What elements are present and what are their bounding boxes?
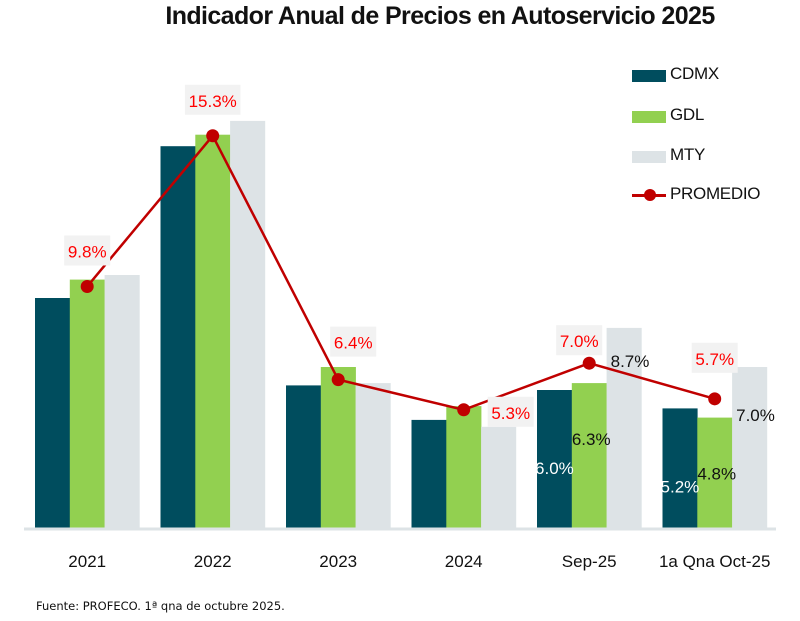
promedio-label-box-4 bbox=[556, 325, 603, 356]
bar-gdl-4 bbox=[571, 383, 607, 528]
x-tick-label-0: 2021 bbox=[68, 552, 106, 571]
legend-label: GDL bbox=[670, 105, 705, 124]
promedio-line bbox=[86, 133, 716, 412]
legend-label: MTY bbox=[670, 145, 705, 164]
legend-swatch-mty bbox=[632, 151, 666, 163]
promedio-data-label-3: 5.3% bbox=[491, 404, 530, 423]
promedio-label-box-2 bbox=[330, 326, 377, 357]
bar-mty-4 bbox=[606, 327, 642, 528]
promedio-label-box-5 bbox=[691, 342, 738, 373]
x-tick-labels: 2021 2022 2023 2024 Sep-25 1a Qna Oct-25 bbox=[68, 552, 770, 571]
promedio-label-box-0 bbox=[64, 235, 111, 266]
legend-marker-promedio bbox=[644, 189, 656, 201]
bar-data-label-cdmx-4: 6.0% bbox=[535, 459, 574, 478]
bar-gdl-3 bbox=[446, 406, 482, 528]
x-tick-label-2: 2023 bbox=[319, 552, 357, 571]
legend-item-promedio[interactable]: PROMEDIO bbox=[632, 184, 800, 208]
promedio-data-label-1: 15.3% bbox=[189, 92, 237, 111]
bar-mty-1 bbox=[230, 120, 266, 529]
promedio-data-label-4: 7.0% bbox=[560, 332, 599, 351]
promedio-data-label-0: 9.8% bbox=[68, 242, 107, 261]
bar-mty-2 bbox=[355, 383, 391, 528]
x-tick-label-1: 2022 bbox=[194, 552, 232, 571]
bar-mty-3 bbox=[481, 426, 517, 528]
bar-cdmx-1 bbox=[160, 146, 196, 528]
legend-swatch-gdl bbox=[632, 111, 666, 123]
bar-data-label-mty-4: 8.7% bbox=[611, 352, 650, 371]
bar-cdmx-0 bbox=[35, 298, 71, 528]
bar-mty-5 bbox=[732, 367, 768, 528]
legend-swatch-cdmx bbox=[632, 70, 666, 82]
bar-data-label-gdl-4: 6.3% bbox=[572, 430, 611, 449]
legend-label: CDMX bbox=[670, 64, 719, 83]
bar-cdmx-2 bbox=[286, 385, 322, 528]
promedio-data-label-5: 5.7% bbox=[695, 350, 734, 369]
bar-data-label-gdl-5: 4.8% bbox=[697, 465, 736, 484]
promedio-point-0 bbox=[80, 279, 94, 293]
promedio-data-label-2: 6.4% bbox=[334, 334, 373, 353]
x-tick-label-4: Sep-25 bbox=[562, 552, 617, 571]
bars-group bbox=[35, 120, 768, 529]
bar-gdl-1 bbox=[195, 134, 231, 528]
promedio-point-4 bbox=[582, 356, 596, 370]
promedio-point-2 bbox=[331, 373, 345, 387]
legend-item-gdl[interactable]: GDL bbox=[632, 105, 800, 129]
promedio-point-5 bbox=[708, 392, 722, 406]
promedio-label-box-1 bbox=[184, 84, 241, 115]
bar-cdmx-3 bbox=[411, 419, 447, 528]
bar-data-label-cdmx-5: 5.2% bbox=[661, 477, 700, 496]
x-tick-label-3: 2024 bbox=[445, 552, 483, 571]
promedio-line-group bbox=[80, 129, 722, 417]
promedio-label-box-3 bbox=[487, 396, 534, 427]
promedio-data-labels: 9.8% 15.3% 6.4% 5.3% 7.0% 5.7% bbox=[64, 84, 738, 427]
bar-mty-0 bbox=[104, 275, 140, 528]
legend-item-mty[interactable]: MTY bbox=[632, 145, 800, 169]
legend-item-cdmx[interactable]: CDMX bbox=[632, 64, 800, 88]
legend-label: PROMEDIO bbox=[670, 184, 761, 203]
promedio-point-1 bbox=[206, 129, 220, 143]
bar-gdl-2 bbox=[320, 367, 356, 528]
source-note: Fuente: PROFECO. 1ª qna de octubre 2025. bbox=[36, 599, 285, 613]
chart-title: Indicador Anual de Precios en Autoservic… bbox=[165, 2, 715, 30]
x-tick-label-5: 1a Qna Oct-25 bbox=[659, 552, 771, 571]
bar-gdl-0 bbox=[69, 279, 105, 528]
bar-data-labels: 6.0% 6.3% 8.7% 5.2%4.8% 7.0% bbox=[535, 352, 775, 497]
promedio-point-3 bbox=[457, 403, 471, 417]
bar-cdmx-4 bbox=[537, 390, 573, 528]
bar-cdmx-5 bbox=[662, 408, 698, 528]
bar-data-label-mty-5: 7.0% bbox=[736, 406, 775, 425]
bar-gdl-5 bbox=[697, 417, 733, 528]
